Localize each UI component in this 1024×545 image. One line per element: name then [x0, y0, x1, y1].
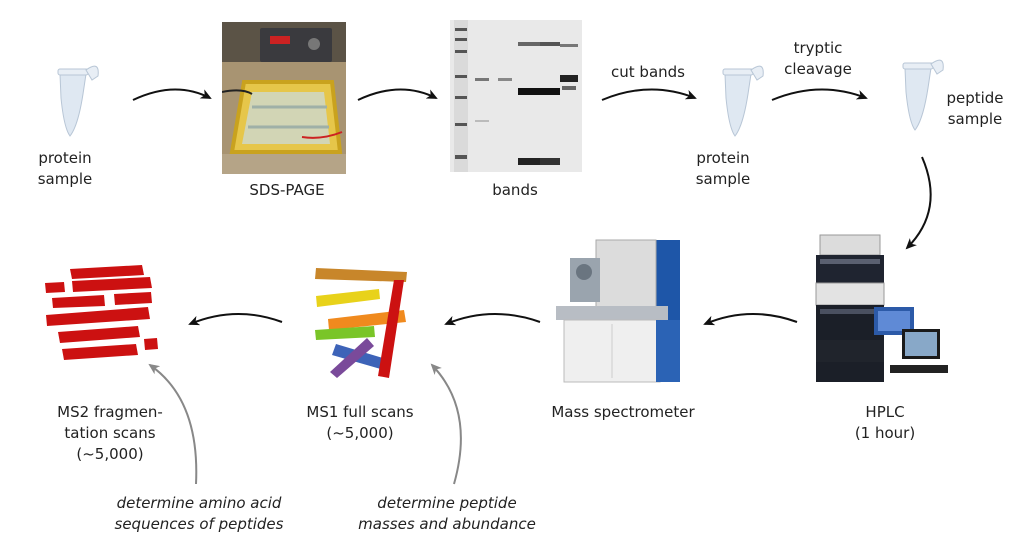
annotation-arrow-ms1 [430, 363, 462, 485]
ms2-bar [144, 338, 158, 350]
label-hplc: HPLC (1 hour) [854, 403, 916, 442]
label-ms1: MS1 full scans (~5,000) [306, 403, 414, 442]
microcentrifuge-tube-icon [722, 65, 764, 137]
ms1-bar [330, 338, 374, 378]
arrow-bands-to-protein [601, 88, 697, 101]
ms2-bar [114, 292, 152, 305]
ms2-bar [70, 265, 144, 279]
ms1-bar [378, 280, 404, 378]
arrow-protein-to-peptide [771, 88, 868, 101]
ms1-scan-bars [315, 268, 407, 378]
arrow-ms-to-ms1 [444, 313, 541, 326]
label-mass-spectrometer: Mass spectrometer [551, 403, 695, 421]
arrow-sdspage-to-bands [357, 88, 438, 101]
annotation-ms1: determine peptide masses and abundance [358, 494, 536, 533]
annotation-arrow-ms2 [148, 363, 198, 485]
microcentrifuge-tube-icon [57, 65, 99, 137]
ms2-bar [45, 282, 65, 293]
ms1-bar [316, 289, 380, 307]
protein-gel-photo [450, 20, 582, 172]
ms2-bar [62, 344, 138, 360]
label-protein-sample-2: protein sample [695, 149, 751, 188]
ms2-bar [46, 307, 150, 326]
label-cut-bands: cut bands [611, 63, 685, 81]
microcentrifuge-tube-icon [902, 59, 944, 131]
label-tryptic-cleavage: tryptic cleavage [784, 39, 852, 78]
label-sds-page: SDS-PAGE [249, 181, 325, 199]
annotation-ms2: determine amino acid sequences of peptid… [114, 494, 284, 533]
ms1-bar [328, 310, 406, 330]
ms2-bar [52, 295, 105, 308]
ms2-bar [72, 277, 152, 292]
label-protein-sample: protein sample [37, 149, 93, 188]
arrow-peptide-to-hplc [905, 156, 932, 250]
arrow-sample-to-sdspage [132, 88, 212, 101]
label-ms2: MS2 fragmen- tation scans (~5,000) [57, 403, 163, 463]
arrow-hplc-to-ms [703, 313, 798, 326]
label-bands: bands [492, 181, 538, 199]
ms1-bar [315, 326, 375, 340]
mass-spectrometer-photo [556, 239, 680, 383]
electrophoresis-apparatus-photo [222, 22, 346, 174]
arrow-ms1-to-ms2 [188, 313, 283, 326]
ms2-fragment-bars [45, 265, 158, 360]
ms1-bar [315, 268, 407, 282]
hplc-system-photo [815, 234, 948, 382]
ms2-bar [58, 326, 140, 343]
label-peptide-sample: peptide sample [946, 89, 1004, 128]
